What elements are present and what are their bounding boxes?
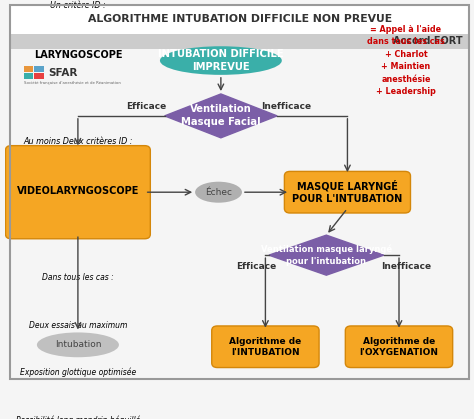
Text: = Appel à l'aide
dans tous les cas
+ Charlot
+ Maintien
anesthésie
+ Leadership: = Appel à l'aide dans tous les cas + Cha… — [367, 25, 445, 96]
Text: Société française d'anesthésie et de Réanimation: Société française d'anesthésie et de Réa… — [25, 81, 121, 85]
Text: Dans tous les cas :: Dans tous les cas : — [42, 273, 114, 282]
Text: Accord FORT: Accord FORT — [392, 36, 462, 47]
FancyBboxPatch shape — [346, 326, 453, 367]
Text: Algorithme de
l'INTUBATION: Algorithme de l'INTUBATION — [229, 336, 301, 357]
Text: Possibilité long mandrin béquillé: Possibilité long mandrin béquillé — [16, 415, 140, 419]
Text: Un critère ID :: Un critère ID : — [50, 0, 106, 10]
Ellipse shape — [195, 182, 242, 203]
Text: LARYNGOSCOPE: LARYNGOSCOPE — [34, 50, 122, 60]
Text: ALGORITHME INTUBATION DIFFICILE NON PREVUE: ALGORITHME INTUBATION DIFFICILE NON PREV… — [88, 13, 392, 23]
Bar — [10, 5, 469, 34]
Bar — [24, 66, 33, 72]
Text: Inefficace: Inefficace — [262, 102, 311, 111]
Text: Ventilation
Masque Facial: Ventilation Masque Facial — [181, 104, 261, 127]
FancyBboxPatch shape — [284, 171, 410, 213]
Ellipse shape — [160, 46, 282, 75]
Text: VIDEOLARYNGOSCOPE: VIDEOLARYNGOSCOPE — [17, 186, 139, 197]
Polygon shape — [164, 94, 277, 138]
Text: Au moins Deux critères ID :: Au moins Deux critères ID : — [23, 137, 133, 146]
FancyBboxPatch shape — [6, 146, 150, 239]
Ellipse shape — [37, 332, 119, 357]
Text: Algorithme de
l'OXYGENATION: Algorithme de l'OXYGENATION — [359, 336, 438, 357]
Text: INTUBATION DIFFICILE
IMPREVUE: INTUBATION DIFFICILE IMPREVUE — [158, 49, 283, 72]
Text: Deux essais au maximum: Deux essais au maximum — [29, 321, 127, 330]
Text: Exposition glottique optimisée: Exposition glottique optimisée — [20, 368, 136, 377]
Text: Efficace: Efficace — [236, 262, 276, 271]
Bar — [10, 34, 469, 49]
Polygon shape — [269, 235, 384, 275]
Text: Intubation: Intubation — [55, 340, 101, 349]
Bar — [34, 66, 44, 72]
Bar — [34, 73, 44, 79]
Text: MASQUE LARYNGÉ
POUR L'INTUBATION: MASQUE LARYNGÉ POUR L'INTUBATION — [292, 180, 402, 204]
Text: Efficace: Efficace — [126, 102, 166, 111]
FancyBboxPatch shape — [212, 326, 319, 367]
Bar — [24, 73, 33, 79]
Text: Ventilation masque laryngé
pour l'intubation: Ventilation masque laryngé pour l'intuba… — [261, 245, 392, 266]
Text: Inefficace: Inefficace — [381, 262, 431, 271]
Text: SFAR: SFAR — [48, 68, 78, 78]
Text: Échec: Échec — [205, 188, 232, 197]
